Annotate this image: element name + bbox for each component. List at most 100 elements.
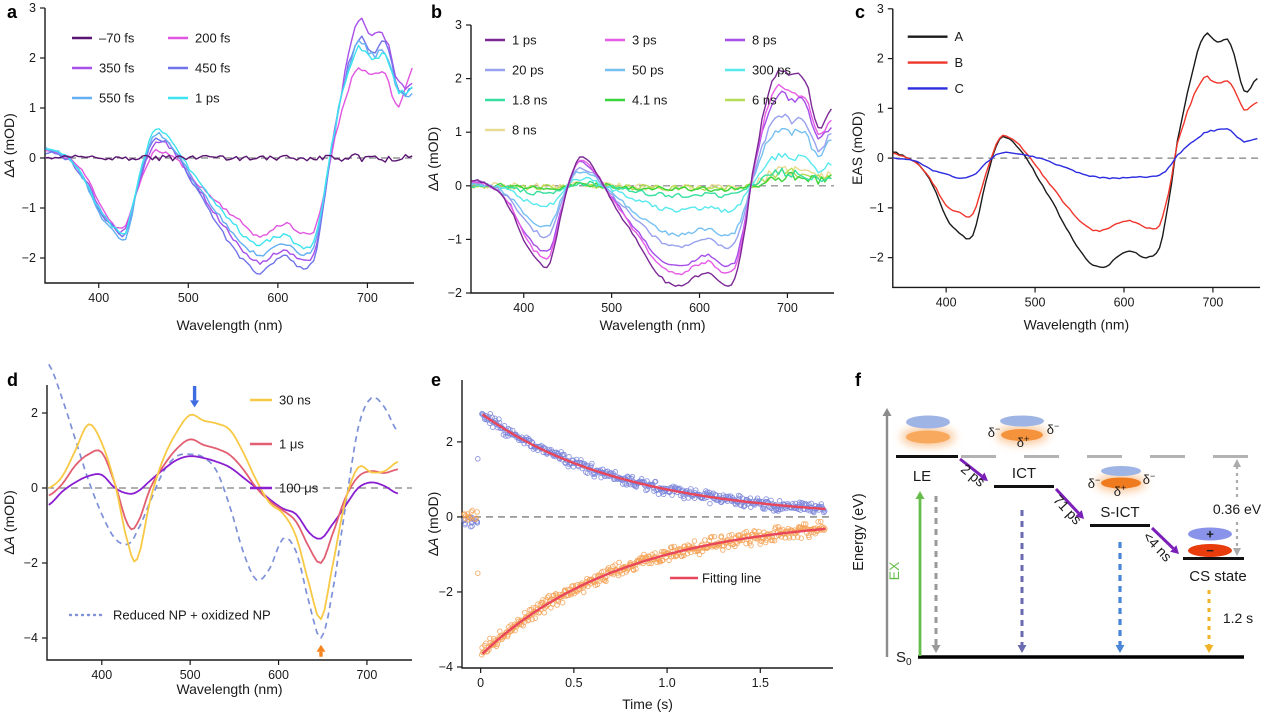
legend-label: 8 ps — [752, 33, 777, 48]
y-axis-label: ΔA (mOD) — [1, 113, 17, 178]
legend-label: 550 fs — [99, 91, 135, 106]
legend-label: 1.8 ns — [512, 93, 548, 108]
np-orange-disc — [1101, 477, 1141, 489]
label-le: LE — [913, 468, 931, 485]
scatter-@ 645 nm — [461, 507, 828, 658]
y-axis-label: EAS (mOD) — [849, 111, 865, 184]
y-tick-label: 0 — [446, 510, 453, 524]
legend-label: 3 ps — [632, 33, 657, 48]
legend-label: 1 ps — [195, 91, 220, 106]
np-blue-disc — [1101, 466, 1141, 476]
label-s-ict: S-ICT — [1100, 504, 1139, 521]
x-tick-label: 700 — [777, 301, 798, 315]
legend-label: B — [954, 55, 963, 70]
x-tick-label: 400 — [91, 668, 112, 682]
x-tick-label: 1.0 — [658, 676, 675, 690]
panel-a: a 400 500 600 700 3 2 1 0 −1 −2 Wavelength (nm) ΔA (… — [0, 0, 424, 360]
series-30 ns — [48, 413, 399, 621]
y-tick-label: −2 — [870, 251, 884, 265]
x-tick-label: 500 — [601, 301, 622, 315]
panel-c: c 400 500 600 700 3 2 1 0 −1 −2 Wavelength (nm) EAS … — [848, 0, 1270, 360]
series-200 fs — [45, 67, 413, 238]
y-tick-label: −1 — [870, 201, 884, 215]
legend-label: 6 ns — [752, 93, 777, 108]
x-tick-label: 400 — [936, 295, 957, 309]
legend-label: 350 fs — [99, 61, 135, 76]
cs-lifetime-label: 1.2 s — [1223, 610, 1253, 626]
transition-label: 71 ps — [1050, 492, 1085, 528]
scatter-@ 500 nm — [461, 410, 828, 530]
delta-charge-label: δ− — [1047, 421, 1060, 437]
y-tick-label: 3 — [455, 18, 462, 32]
arrow-head — [1115, 645, 1125, 653]
y-axis-label: ΔA (mOD) — [425, 127, 441, 192]
axis-spines — [44, 8, 414, 284]
series-1.8 ns — [471, 167, 832, 199]
legend-label: 8 ns — [512, 123, 537, 138]
legend-label: 20 ps — [512, 63, 544, 78]
y-tick-label: −4 — [439, 660, 453, 674]
series-1 μs — [48, 438, 399, 564]
y-tick-label: 0 — [877, 151, 884, 165]
y-tick-label: 0 — [455, 179, 462, 193]
cs-minus-sign: − — [1206, 543, 1214, 558]
panel-b: b 400 500 600 700 3 2 1 0 −1 −2 Wavelength (nm) ΔA (… — [424, 0, 848, 360]
x-tick-label: 700 — [1203, 295, 1224, 309]
np-blue-disc — [1000, 415, 1044, 427]
y-tick-label: −2 — [448, 286, 462, 300]
x-tick-label: 600 — [689, 301, 710, 315]
annotation-arrow-head — [316, 644, 326, 652]
delta-charge-label: δ− — [1143, 471, 1156, 487]
series-C — [893, 128, 1258, 180]
axis-spines — [461, 380, 833, 669]
y-tick-label: 3 — [877, 2, 884, 16]
series-group — [45, 17, 413, 275]
series-group — [893, 32, 1258, 269]
y-tick-label: 2 — [31, 406, 38, 420]
series-3 ps — [471, 83, 832, 276]
excitation-label: EX — [886, 561, 902, 580]
y-tick-label: −4 — [24, 631, 38, 645]
y-tick-label: 0 — [29, 151, 36, 165]
panel-label-c: c — [855, 2, 866, 22]
y-tick-label: 2 — [455, 72, 462, 86]
panel-f: f Energy (eV) S0 LE ICT S-ICT CS state 2 ps 71 p… — [848, 360, 1270, 720]
panel-label-a: a — [7, 2, 18, 22]
annotation-arrow-head — [190, 400, 200, 408]
arrow-head — [1233, 459, 1241, 467]
series-group — [471, 69, 832, 287]
cs-red-disc — [1188, 544, 1232, 557]
legend-label: –70 fs — [99, 31, 135, 46]
series-8 ps — [471, 90, 832, 268]
y-tick-label: 0 — [31, 481, 38, 495]
legend-label: 300 ps — [752, 63, 792, 78]
panel-d: d 400 500 600 700 2 0 −2 −4 Wavelength (nm) ΔA (mO… — [0, 360, 424, 720]
series-550 fs — [45, 39, 413, 257]
np-blue-disc — [906, 415, 950, 429]
np-orange-disc — [906, 430, 950, 444]
y-tick-label: −2 — [24, 556, 38, 570]
series-1 ps — [471, 69, 832, 287]
label-cs-state: CS state — [1189, 568, 1247, 585]
series-4.1 ns — [471, 171, 832, 193]
legend-label: 450 fs — [195, 61, 231, 76]
series-450 fs — [45, 35, 413, 275]
y-tick-label: −2 — [439, 585, 453, 599]
x-tick-label: 700 — [357, 291, 378, 305]
y-tick-label: 1 — [877, 101, 884, 115]
label-s0: S0 — [896, 649, 912, 668]
x-axis-label: Wavelength (nm) — [1024, 316, 1129, 332]
series-–70 fs — [45, 153, 413, 163]
chart-d-ns-spectra: 400 500 600 700 2 0 −2 −4 Wavelength (nm) ΔA (mOD… — [1, 363, 412, 697]
legend-label: 1 μs — [279, 437, 304, 452]
y-tick-label: −1 — [448, 232, 462, 246]
y-tick-label: 2 — [877, 52, 884, 66]
x-axis-label: Wavelength (nm) — [176, 681, 282, 697]
legend-label: C — [954, 81, 963, 96]
cs-plus-sign: + — [1206, 527, 1214, 542]
y-tick-label: 2 — [446, 435, 453, 449]
chart-e-kinetics: 0 0.5 1.0 1.5 2 0 −2 −4 Time (s) ΔA (mOD) Fitting … — [425, 380, 833, 712]
y-tick-label: 1 — [455, 125, 462, 139]
x-tick-label: 500 — [178, 291, 199, 305]
legend-label: 30 ns — [279, 393, 311, 408]
